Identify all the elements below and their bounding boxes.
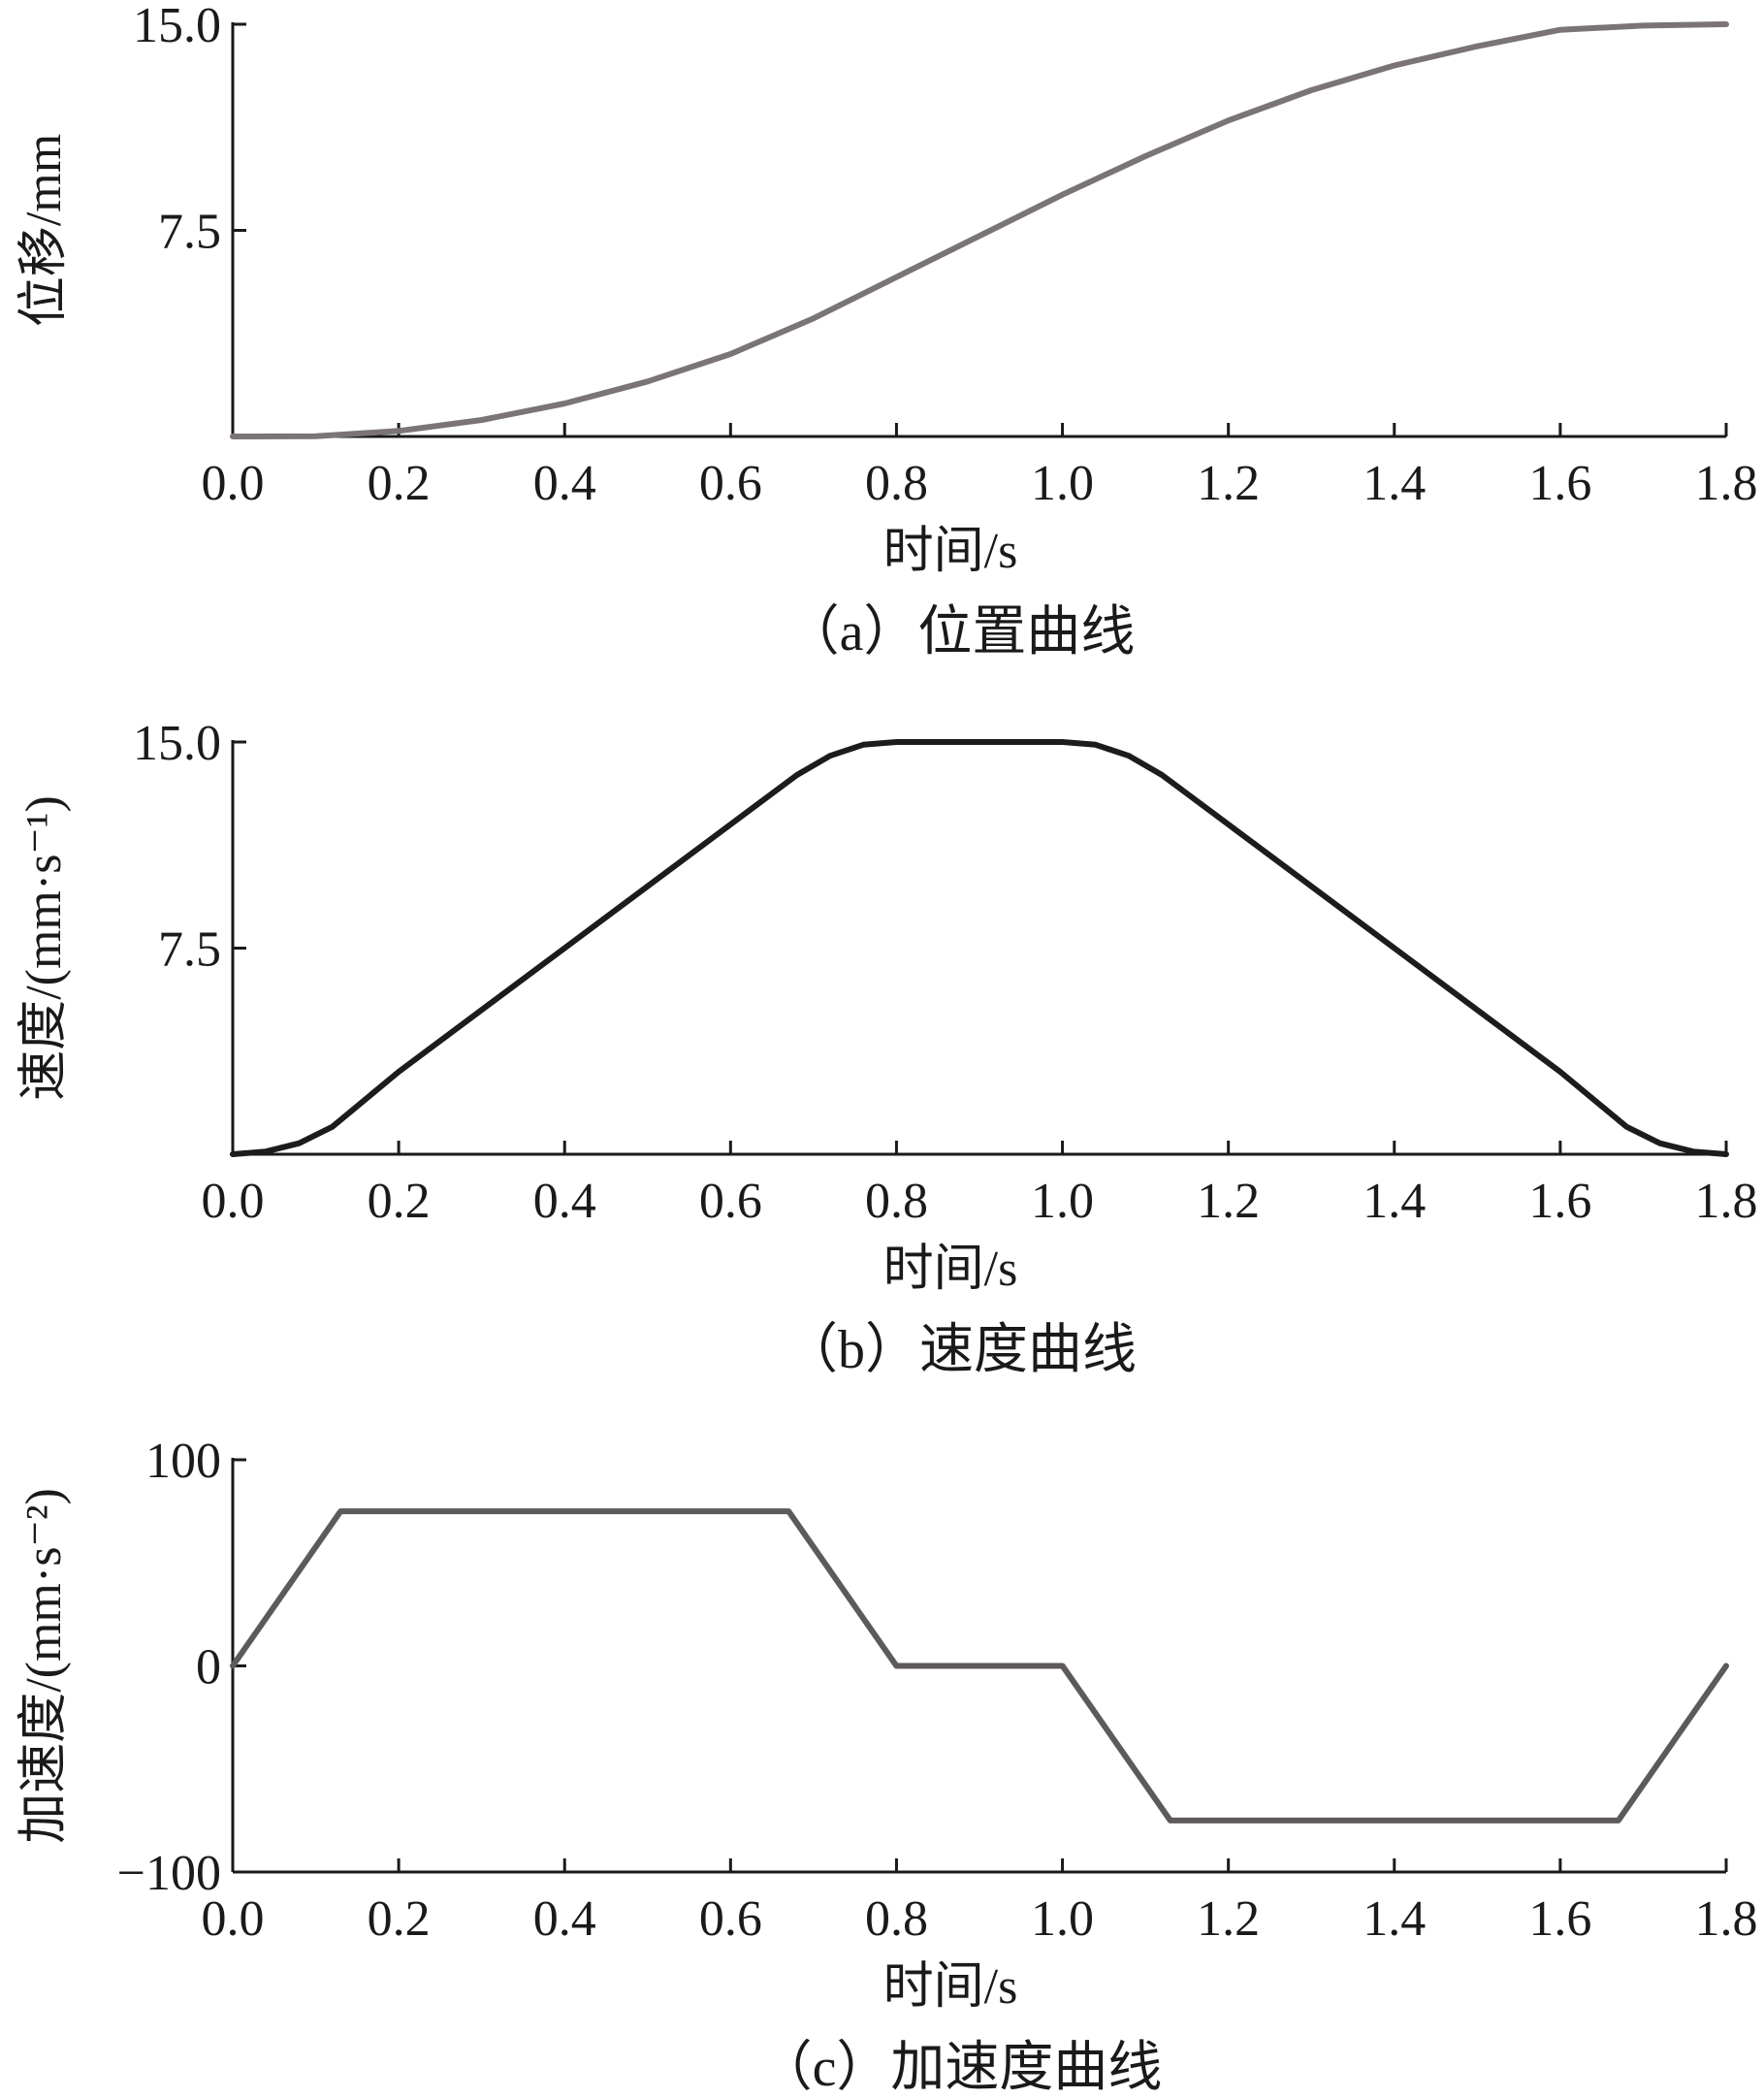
x-tick-label: 1.8 [1695, 1891, 1758, 1947]
y-axis-title: 加速度/(mm·s⁻²) [16, 1488, 72, 1844]
x-tick-label: 0.6 [699, 456, 762, 511]
x-tick-label: 0.6 [699, 1891, 762, 1947]
panel-caption: （c）加速度曲线 [758, 2038, 1163, 2098]
x-tick-label: 0.6 [699, 1174, 762, 1229]
x-tick-label: 0.0 [202, 456, 265, 511]
x-tick-label: 1.0 [1031, 1174, 1094, 1229]
series-line [230, 1508, 1729, 1824]
panel-caption: （b）速度曲线 [784, 1320, 1137, 1380]
series-line [230, 739, 1729, 1157]
x-tick-label: 1.6 [1528, 1174, 1591, 1229]
x-tick-label: 0.2 [368, 1174, 431, 1229]
panel-a-position: 0.0 0.2 0.4 0.6 0.8 1.0 1.2 1.4 1.6 1.8 7.5 15.0 时间/… [16, 0, 1758, 662]
x-tick-label: 1.6 [1528, 456, 1591, 511]
x-tick-label: 0.4 [533, 1174, 596, 1229]
x-tick-label: 0.8 [865, 1891, 928, 1947]
panel-c-acceleration: 0.0 0.2 0.4 0.6 0.8 1.0 1.2 1.4 1.6 1.8 −100 0 100 时间… [16, 1434, 1758, 2098]
x-tick-label: 1.6 [1528, 1891, 1591, 1947]
y-tick-label: 7.5 [158, 205, 221, 260]
panel-caption: （a）位置曲线 [786, 602, 1136, 662]
x-tick-label: 0.2 [368, 1891, 431, 1947]
x-axis-title: 时间/s [883, 1242, 1018, 1297]
x-tick-label: 1.2 [1197, 456, 1260, 511]
x-tick-label: 0.0 [202, 1891, 265, 1947]
y-axis-title: 位移/mm [16, 134, 72, 327]
y-tick-label: 0 [196, 1640, 221, 1695]
y-tick-label: 15.0 [133, 0, 221, 53]
x-tick-label: 0.4 [533, 456, 596, 511]
x-tick-label: 0.4 [533, 1891, 596, 1947]
x-tick-label: 1.8 [1695, 456, 1758, 511]
x-tick-label: 1.0 [1031, 456, 1094, 511]
x-axis-title: 时间/s [883, 524, 1018, 579]
series-line [230, 21, 1729, 439]
y-tick-label: 15.0 [133, 716, 221, 771]
y-tick-label: 7.5 [158, 922, 221, 978]
x-tick-label: 0.8 [865, 1174, 928, 1229]
y-axis-title: 速度/(mm·s⁻¹) [16, 795, 72, 1101]
x-tick-label: 0.2 [368, 456, 431, 511]
x-tick-label: 1.4 [1363, 456, 1426, 511]
x-tick-label: 1.2 [1197, 1891, 1260, 1947]
x-tick-label: 0.8 [865, 456, 928, 511]
x-axis-title: 时间/s [883, 1959, 1018, 2015]
x-tick-label: 1.0 [1031, 1891, 1094, 1947]
y-tick-label: 100 [145, 1434, 221, 1489]
x-tick-label: 1.4 [1363, 1174, 1426, 1229]
x-tick-label: 1.2 [1197, 1174, 1260, 1229]
x-tick-label: 0.0 [202, 1174, 265, 1229]
panel-b-velocity: 0.0 0.2 0.4 0.6 0.8 1.0 1.2 1.4 1.6 1.8 7.5 15.0 时间/… [16, 716, 1758, 1380]
x-tick-label: 1.4 [1363, 1891, 1426, 1947]
y-tick-label: −100 [117, 1846, 221, 1901]
x-tick-label: 1.8 [1695, 1174, 1758, 1229]
